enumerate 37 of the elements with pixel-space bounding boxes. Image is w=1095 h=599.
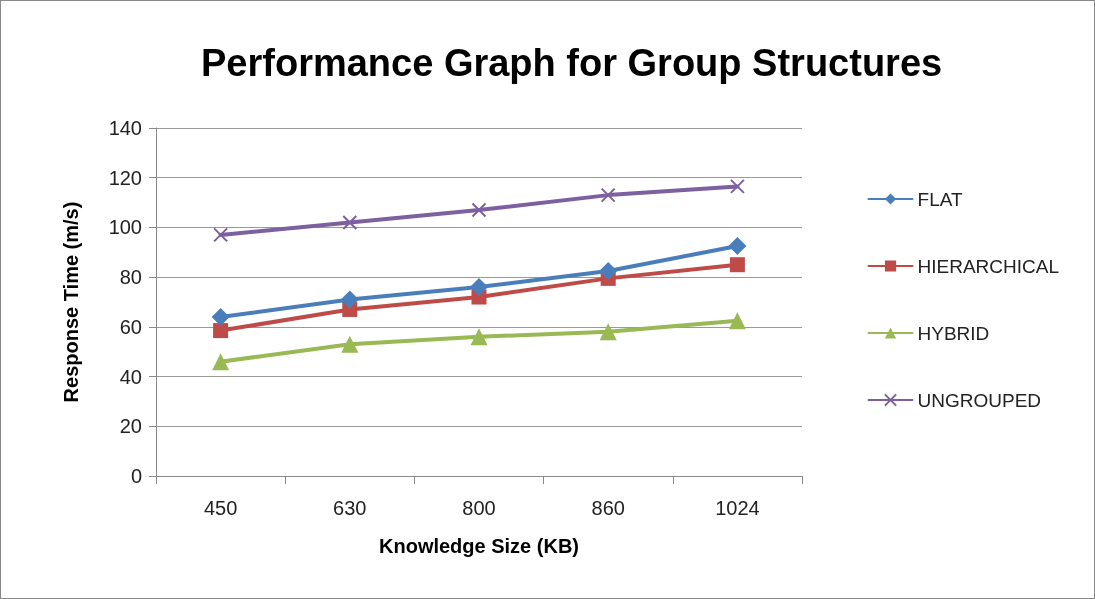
y-tick-label: 120	[108, 166, 142, 189]
chart-title: Performance Graph for Group Structures	[201, 42, 943, 84]
point	[213, 323, 229, 339]
x-tick-label: 450	[203, 497, 238, 519]
y-tick-label: 20	[119, 415, 142, 438]
legend-label: FLAT	[917, 188, 963, 210]
y-axis-title: Response Time (m/s)	[60, 201, 82, 403]
legend-label: HYBRID	[917, 322, 990, 344]
x-axis-title: Knowledge Size (KB)	[378, 535, 580, 557]
y-tick-label: 0	[130, 465, 142, 487]
point	[342, 214, 358, 230]
point	[728, 312, 746, 330]
y-tick-label: 40	[119, 365, 142, 388]
x-tick-label: 860	[591, 497, 625, 519]
point	[470, 278, 488, 297]
legend-label: HIERARCHICAL	[917, 255, 1060, 277]
y-tick-label: 100	[108, 216, 142, 239]
x-tick-label: 800	[462, 497, 496, 519]
point	[213, 227, 229, 243]
point	[600, 187, 616, 203]
point	[729, 257, 745, 273]
point	[212, 353, 230, 371]
point	[340, 290, 359, 309]
point	[729, 178, 745, 194]
point	[341, 335, 359, 353]
legend-label: UNGROUPED	[917, 389, 1042, 411]
point	[471, 202, 487, 218]
y-tick-label: 140	[108, 117, 142, 139]
point	[211, 307, 230, 326]
y-tick-label: 60	[119, 315, 142, 338]
point	[728, 237, 747, 256]
point	[470, 328, 488, 346]
y-tick-label: 80	[119, 266, 142, 289]
point	[599, 261, 618, 280]
point	[599, 323, 617, 341]
x-tick-label: 1024	[715, 497, 760, 519]
x-tick-label: 630	[333, 497, 367, 519]
